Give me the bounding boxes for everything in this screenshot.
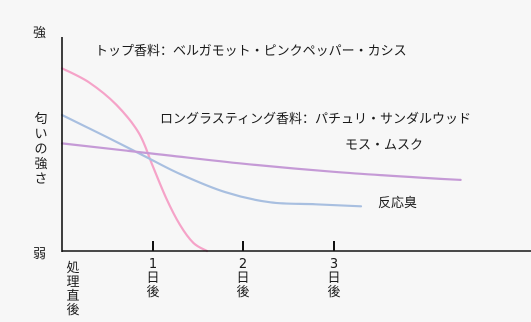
x-tick-label-2: 2日後 (236, 257, 250, 300)
y-bottom-label: 弱 (33, 247, 47, 262)
top-notes-label: トップ香料：ベルガモット・ピンクペッパー・カシス (95, 44, 407, 59)
x-tick-label-0: 処理直後 (66, 261, 80, 318)
series-line-2 (60, 142, 462, 181)
long-lasting-label: ロングラスティング香料：パチュリ・サンダルウッド (160, 112, 471, 127)
x-tick-label-1: 1日後 (146, 257, 160, 300)
y-top-label: 強 (33, 26, 47, 41)
series-line-1 (60, 113, 363, 208)
series-layer (60, 67, 462, 253)
long-lasting-label-line2: モス・ムスク (345, 138, 424, 153)
y-axis-title: 匂いの強さ (34, 112, 48, 187)
reaction-odor-label: 反応臭 (378, 196, 418, 211)
x-tick-label-3: 3日後 (327, 257, 341, 300)
series-line-0 (60, 67, 209, 253)
